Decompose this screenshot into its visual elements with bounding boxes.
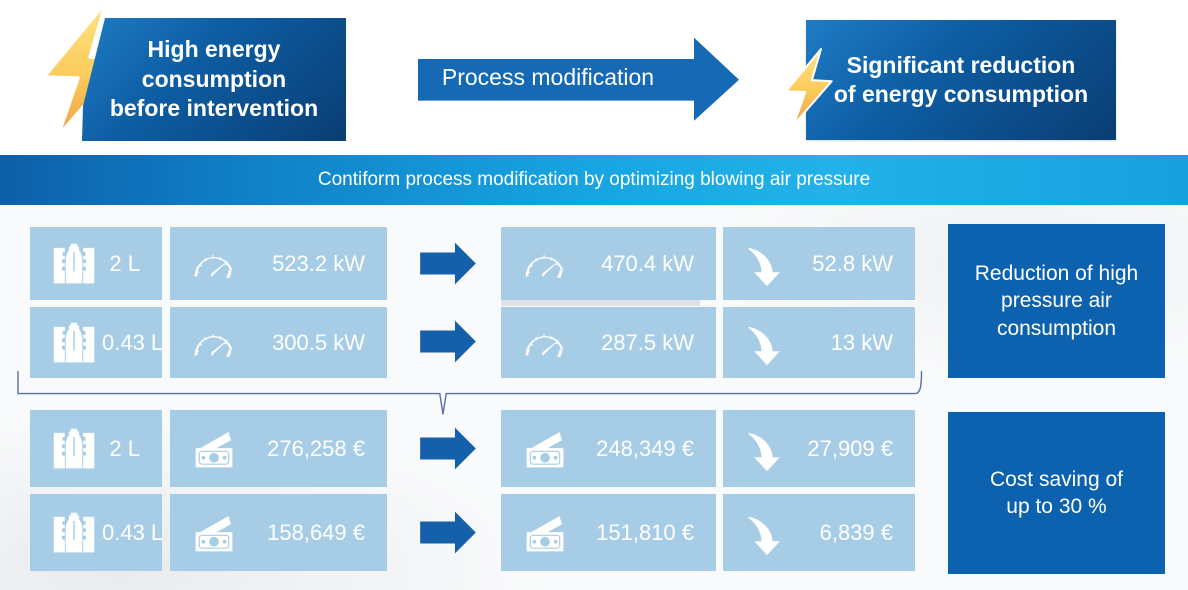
svg-text:Process modification: Process modification	[442, 64, 654, 90]
